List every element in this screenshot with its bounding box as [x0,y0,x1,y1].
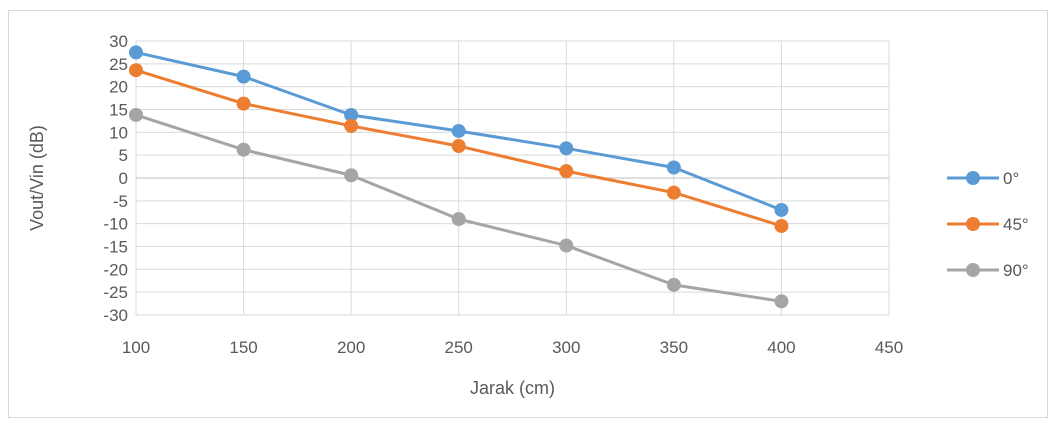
data-point [774,202,789,217]
x-tick-label: 400 [767,338,795,357]
tick-labels: 30 25 20 15 10 5 0 -5 -10 -15 -20 -25 -30 100 150 200 25… [103,32,903,357]
chart-area: 30 25 20 15 10 5 0 -5 -10 -15 -20 -25 -30 100 150 200 25… [8,10,1048,418]
y-tick-label: -10 [103,215,128,234]
line-chart: 30 25 20 15 10 5 0 -5 -10 -15 -20 -25 -30 100 150 200 25… [27,32,1029,398]
data-point [236,69,251,84]
x-tick-label: 150 [229,338,257,357]
legend-label: 0° [1003,169,1019,188]
legend-swatch-marker [966,217,980,231]
data-point [451,123,466,138]
x-tick-label: 350 [660,338,688,357]
x-tick-label: 200 [337,338,365,357]
x-tick-label: 100 [122,338,150,357]
y-tick-label: 20 [109,78,128,97]
data-point [451,212,466,227]
data-point [666,185,681,200]
data-point [129,107,143,122]
y-tick-label: -20 [103,260,128,279]
data-point [559,238,574,253]
legend-swatch-marker [966,263,980,277]
data-point [344,118,359,133]
y-tick-label: -15 [103,238,128,257]
legend-label: 90° [1003,261,1029,280]
x-tick-label: 300 [552,338,580,357]
data-point [344,107,359,122]
y-tick-label: -30 [103,306,128,325]
data-point [236,96,251,111]
legend-label: 45° [1003,215,1029,234]
y-tick-label: -25 [103,283,128,302]
legend-swatch-marker [966,171,980,185]
y-tick-label: 0 [119,169,128,188]
data-point [559,141,574,156]
data-point [774,294,789,309]
y-tick-label: 25 [109,55,128,74]
data-point [559,164,574,179]
data-point [236,142,251,157]
y-tick-label: 15 [109,101,128,120]
data-point [129,45,143,60]
x-tick-label: 250 [445,338,473,357]
y-tick-label: 30 [109,32,128,51]
x-tick-label: 450 [875,338,903,357]
data-point [774,218,789,233]
data-point [451,139,466,154]
legend: 0° 45° 90° [947,169,1029,280]
x-axis-title: Jarak (cm) [470,378,555,398]
data-point [129,63,143,78]
y-tick-label: 10 [109,123,128,142]
series-lines [129,45,789,309]
y-axis-title: Vout/Vin (dB) [27,125,47,231]
data-point [666,277,681,292]
data-point [344,168,359,183]
y-tick-label: 5 [119,146,128,165]
y-tick-label: -5 [113,192,128,211]
data-point [666,160,681,175]
